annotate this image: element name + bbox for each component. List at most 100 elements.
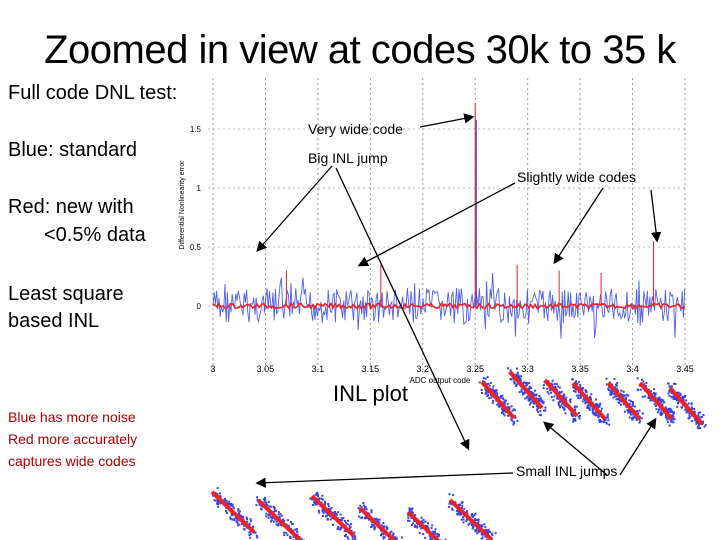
inl-point bbox=[621, 393, 624, 396]
inl-point bbox=[474, 512, 477, 515]
inl-point bbox=[476, 532, 479, 535]
inl-point bbox=[520, 390, 523, 393]
inl-point bbox=[431, 538, 434, 540]
inl-point bbox=[598, 404, 601, 407]
inl-point bbox=[556, 396, 559, 399]
inl-point bbox=[216, 500, 219, 503]
annotation-arrow bbox=[419, 113, 475, 128]
inl-point bbox=[622, 390, 625, 393]
inl-point bbox=[540, 398, 542, 401]
inl-point bbox=[661, 399, 664, 402]
x-tick-label: 3 bbox=[210, 364, 215, 374]
inl-point bbox=[394, 537, 397, 540]
inl-point bbox=[684, 408, 687, 411]
inl-point bbox=[263, 500, 266, 503]
y-axis-label: Differential Nonlinearity error bbox=[179, 160, 186, 250]
inl-point bbox=[654, 392, 657, 395]
inl-point bbox=[324, 502, 327, 504]
inl-point bbox=[362, 502, 365, 504]
inl-point bbox=[353, 538, 356, 540]
inl-point bbox=[408, 508, 411, 511]
inl-point bbox=[685, 408, 688, 411]
series-red-line bbox=[212, 301, 686, 310]
inl-point bbox=[317, 509, 320, 512]
inl-point bbox=[675, 398, 678, 401]
inl-point bbox=[653, 393, 656, 396]
inl-point bbox=[277, 511, 280, 514]
inl-point bbox=[285, 531, 288, 534]
inl-point bbox=[503, 409, 506, 412]
inl-point bbox=[674, 398, 676, 401]
inl-point bbox=[370, 509, 373, 512]
inl-point bbox=[658, 408, 661, 411]
inl-point bbox=[496, 392, 499, 395]
inl-point bbox=[591, 410, 594, 413]
inl-point bbox=[282, 519, 285, 522]
inl-point bbox=[373, 528, 376, 531]
inl-point bbox=[509, 378, 512, 380]
inl-point bbox=[605, 421, 608, 424]
inl-point bbox=[498, 404, 501, 407]
inl-point bbox=[431, 524, 434, 527]
inl-point bbox=[690, 406, 693, 409]
inl-point bbox=[494, 392, 497, 395]
inl-point bbox=[347, 537, 350, 540]
inl-point bbox=[685, 399, 688, 402]
inl-point bbox=[255, 534, 258, 537]
inl-point bbox=[684, 394, 687, 397]
inl-point bbox=[525, 384, 528, 387]
inl-point bbox=[672, 412, 675, 415]
inl-panel bbox=[542, 378, 581, 423]
inl-point bbox=[256, 496, 259, 499]
inl-point bbox=[233, 518, 236, 521]
inl-point bbox=[243, 528, 246, 531]
inl-point bbox=[444, 538, 447, 540]
inl-point bbox=[679, 393, 682, 396]
inl-point bbox=[336, 527, 339, 530]
inl-point bbox=[641, 395, 644, 398]
inl-point bbox=[528, 399, 531, 402]
inl-point bbox=[366, 517, 369, 520]
inl-point bbox=[531, 392, 534, 395]
inl-point bbox=[512, 423, 515, 426]
inl-point bbox=[676, 405, 679, 408]
inl-point bbox=[421, 521, 424, 524]
inl-point bbox=[359, 504, 362, 507]
inl-point bbox=[610, 390, 613, 393]
inl-point bbox=[691, 420, 694, 423]
inl-point bbox=[525, 396, 528, 399]
inl-point bbox=[605, 377, 608, 380]
inl-point bbox=[671, 395, 674, 398]
inl-point bbox=[581, 387, 584, 389]
inl-point bbox=[353, 531, 356, 534]
inl-point bbox=[698, 423, 701, 426]
inl-point bbox=[613, 377, 616, 380]
y-tick-label: 0 bbox=[197, 302, 202, 311]
inl-point bbox=[614, 395, 616, 398]
inl-point bbox=[697, 425, 700, 427]
inl-point bbox=[418, 531, 421, 534]
inl-point bbox=[367, 518, 370, 521]
inl-point bbox=[497, 396, 500, 399]
inl-point bbox=[510, 419, 513, 422]
inl-point bbox=[563, 407, 566, 410]
inl-point bbox=[591, 408, 594, 411]
inl-point bbox=[672, 395, 675, 398]
inl-point bbox=[648, 397, 651, 399]
inl-point bbox=[690, 403, 693, 406]
inl-point bbox=[572, 386, 575, 389]
inl-point bbox=[474, 518, 477, 521]
inl-point bbox=[550, 382, 553, 385]
inl-point bbox=[458, 504, 461, 507]
inl-point bbox=[527, 387, 530, 390]
inl-point bbox=[463, 507, 466, 510]
inl-red-segment bbox=[571, 381, 607, 421]
inl-point bbox=[535, 393, 538, 396]
inl-point bbox=[481, 392, 483, 394]
inl-point bbox=[620, 400, 623, 403]
inl-point bbox=[532, 392, 535, 395]
inl-point bbox=[503, 401, 506, 404]
inl-point bbox=[607, 389, 610, 391]
inl-point bbox=[502, 412, 505, 415]
inl-point bbox=[623, 410, 626, 413]
